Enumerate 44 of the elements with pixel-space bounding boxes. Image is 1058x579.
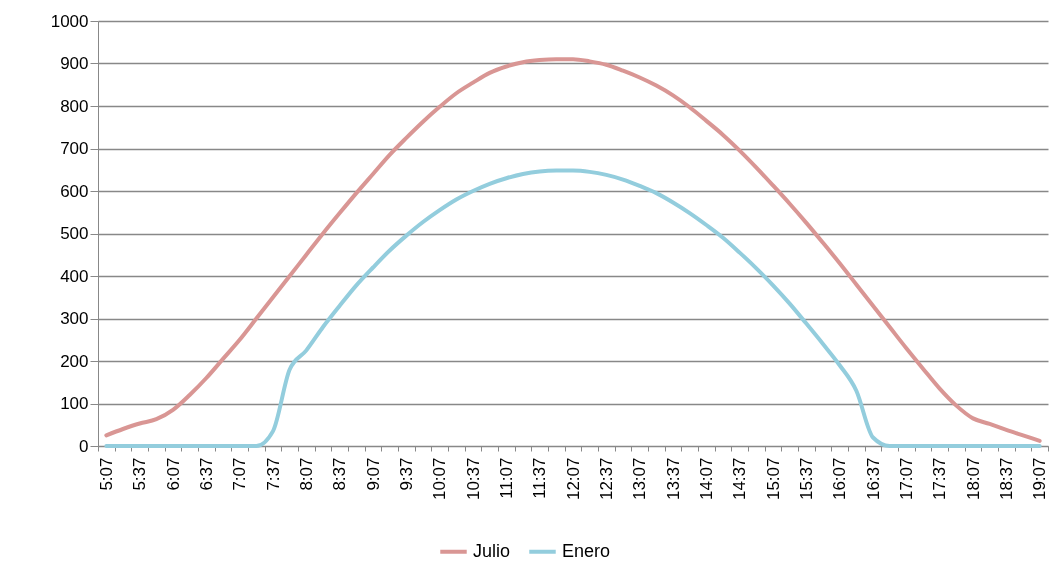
line-series — [104, 168, 1042, 448]
y-tick-label: 800 — [60, 96, 89, 116]
y-tick-label: 200 — [60, 351, 89, 371]
x-tick-label: 13:37 — [663, 457, 683, 501]
x-tick-label: 9:37 — [396, 457, 416, 491]
x-tick-label: 6:07 — [163, 457, 183, 491]
x-tick-label: 14:07 — [696, 457, 716, 501]
x-tick-label: 12:07 — [563, 457, 583, 501]
x-tick-label: 11:07 — [496, 457, 516, 499]
x-tick-label: 13:07 — [630, 457, 650, 501]
line-series — [104, 57, 1042, 443]
x-tick-label: 16:37 — [863, 457, 883, 501]
x-tick-label: 6:37 — [196, 457, 216, 491]
x-tick-label: 11:37 — [530, 457, 550, 499]
x-tick-label: 17:37 — [930, 457, 950, 501]
x-tick-label: 18:37 — [996, 457, 1016, 501]
x-tick-label: 17:07 — [896, 457, 916, 501]
x-tick-label: 10:37 — [463, 457, 483, 501]
y-tick-label: 600 — [60, 181, 89, 201]
legend-label: Enero — [562, 540, 611, 561]
x-tick-label: 8:07 — [296, 457, 316, 491]
x-tick-label: 10:07 — [430, 457, 450, 501]
x-tick-label: 7:37 — [263, 457, 283, 491]
x-tick-label: 5:37 — [130, 457, 150, 491]
x-tick-label: 19:07 — [1030, 457, 1050, 501]
y-tick-label: 1000 — [50, 11, 89, 31]
x-tick-label: 15:07 — [763, 457, 783, 501]
x-tick-label: 14:37 — [730, 457, 750, 501]
x-tick-label: 5:07 — [96, 457, 116, 491]
x-tick-label: 18:07 — [963, 457, 983, 501]
x-tick-label: 12:37 — [596, 457, 616, 501]
x-tick-label: 9:07 — [363, 457, 383, 491]
y-tick-label: 900 — [60, 54, 89, 73]
y-tick-label: 400 — [60, 266, 89, 286]
x-tick-label: 16:07 — [830, 457, 850, 501]
y-tick-label: 300 — [60, 309, 89, 328]
x-tick-label: 15:37 — [796, 457, 816, 501]
x-tick-label: 7:07 — [230, 457, 250, 491]
y-tick-label: 700 — [60, 139, 89, 158]
x-tick-label: 8:37 — [330, 457, 350, 491]
y-tick-label: 500 — [60, 224, 89, 243]
y-tick-label: 0 — [79, 436, 89, 456]
legend-label: Julio — [473, 540, 511, 561]
y-tick-label: 100 — [60, 394, 89, 413]
